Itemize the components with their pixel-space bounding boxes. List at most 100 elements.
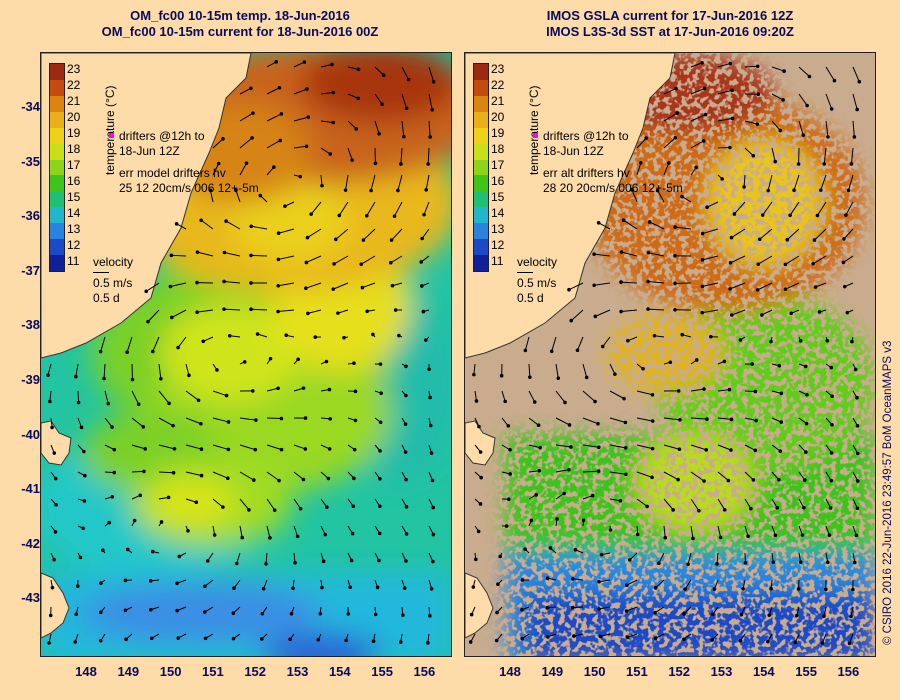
left-panel-title: OM_fc00 10-15m temp. 18-Jun-2016 OM_fc00… xyxy=(30,8,450,40)
current-vector xyxy=(239,444,256,451)
current-vector-head xyxy=(107,520,112,525)
current-vector xyxy=(771,66,785,72)
current-vector-head xyxy=(177,554,182,559)
current-vector xyxy=(555,469,569,473)
current-vector xyxy=(717,117,733,122)
current-vector-head xyxy=(720,177,724,181)
latitude-tick-label: -38 xyxy=(21,317,40,333)
current-vector-head xyxy=(503,399,507,404)
current-vector xyxy=(278,228,295,234)
current-vector xyxy=(848,174,854,191)
current-vector-head xyxy=(778,128,783,133)
current-vector-head xyxy=(624,583,629,588)
current-vector-head xyxy=(74,612,79,617)
current-vector-head xyxy=(712,587,717,591)
colorbar-tick-label: 14 xyxy=(491,206,505,220)
current-vector-head xyxy=(150,636,154,641)
latitude-tick-label: -40 xyxy=(21,426,40,442)
current-vector-head xyxy=(715,561,719,566)
current-vector xyxy=(786,228,800,241)
current-vector-head xyxy=(278,138,283,143)
current-vector xyxy=(757,255,773,265)
current-vector-head xyxy=(359,262,364,266)
current-vector xyxy=(239,112,254,122)
current-vector-head xyxy=(309,212,313,216)
current-vector-head xyxy=(331,287,336,291)
current-vector xyxy=(239,87,252,95)
current-vector-head xyxy=(124,637,128,642)
current-vector-head xyxy=(749,506,753,511)
current-vector-head xyxy=(283,204,287,209)
current-vector-head xyxy=(650,392,655,397)
left-map-panel[interactable]: 23 22 21 20 19 18 17 16 15 14 13 12 11 temperature (… xyxy=(40,52,452,657)
current-vector-head xyxy=(730,116,735,121)
current-vector-head xyxy=(328,152,333,156)
current-vector-head xyxy=(221,505,225,509)
current-vector-head xyxy=(232,586,236,591)
current-vector-head xyxy=(143,447,147,451)
current-vector xyxy=(798,120,804,136)
current-vector-head xyxy=(313,335,318,339)
current-vector-head xyxy=(845,310,850,315)
current-vector xyxy=(631,189,638,203)
current-vector xyxy=(266,498,276,511)
current-vector-head xyxy=(141,425,146,429)
current-vector xyxy=(657,190,665,203)
current-vector-head xyxy=(431,505,436,510)
current-vector xyxy=(636,137,647,149)
current-vector-head xyxy=(401,613,405,617)
current-vector-head xyxy=(476,529,481,534)
current-vector-head xyxy=(674,86,678,91)
current-vector-head xyxy=(782,69,786,73)
current-vector xyxy=(702,255,719,261)
current-vector-head xyxy=(125,350,129,355)
colorbar-swatch xyxy=(50,95,64,112)
current-vector-head xyxy=(431,80,436,84)
current-vector-head xyxy=(336,311,340,315)
current-vector-head xyxy=(234,188,238,193)
current-vector-head xyxy=(332,262,336,266)
current-vector-head xyxy=(729,448,733,452)
current-vector xyxy=(609,444,626,449)
current-vector xyxy=(717,525,722,538)
current-vector-head xyxy=(855,424,860,428)
current-vector-head xyxy=(570,605,575,610)
current-vector-head xyxy=(803,478,807,482)
current-vector-head xyxy=(618,499,623,503)
right-map-panel[interactable]: 23 22 21 20 19 18 17 16 15 14 13 12 11 temperature (… xyxy=(464,52,876,657)
current-vector-head xyxy=(830,423,834,427)
colorbar-tick-label: 21 xyxy=(491,94,505,108)
colorbar-tick-label: 17 xyxy=(67,158,81,172)
current-vector-head xyxy=(142,469,146,474)
colorbar-swatch xyxy=(474,159,488,176)
current-vector-head xyxy=(773,533,778,538)
current-vector xyxy=(360,255,376,265)
right-longitude-tick-label: 152 xyxy=(668,664,691,679)
current-vector xyxy=(501,390,506,402)
current-vector-head xyxy=(82,499,87,503)
current-vector-head xyxy=(499,373,504,378)
current-vector-head xyxy=(79,425,84,430)
current-vector xyxy=(690,88,705,95)
current-vector-head xyxy=(252,478,256,482)
current-vector-head xyxy=(318,611,323,616)
current-vector xyxy=(717,444,732,451)
current-vector-head xyxy=(259,637,264,641)
current-vector-head xyxy=(548,546,553,550)
current-vector xyxy=(212,498,224,508)
current-vector xyxy=(649,221,665,230)
current-vector-head xyxy=(852,560,857,565)
current-vector-head xyxy=(187,373,191,378)
current-vector xyxy=(648,252,665,257)
current-vector xyxy=(185,471,202,477)
current-vector xyxy=(347,120,357,130)
current-vector-head xyxy=(700,231,705,236)
current-vector-head xyxy=(373,612,378,617)
current-vector-head xyxy=(240,535,245,540)
current-vector-head xyxy=(167,401,171,406)
current-vector xyxy=(785,282,800,290)
current-vector xyxy=(663,417,680,421)
right-err-note: err alt drifters hv 28 20 20cm/s 006 12+… xyxy=(543,166,683,195)
current-vector xyxy=(582,444,599,448)
current-vector-head xyxy=(50,425,54,430)
